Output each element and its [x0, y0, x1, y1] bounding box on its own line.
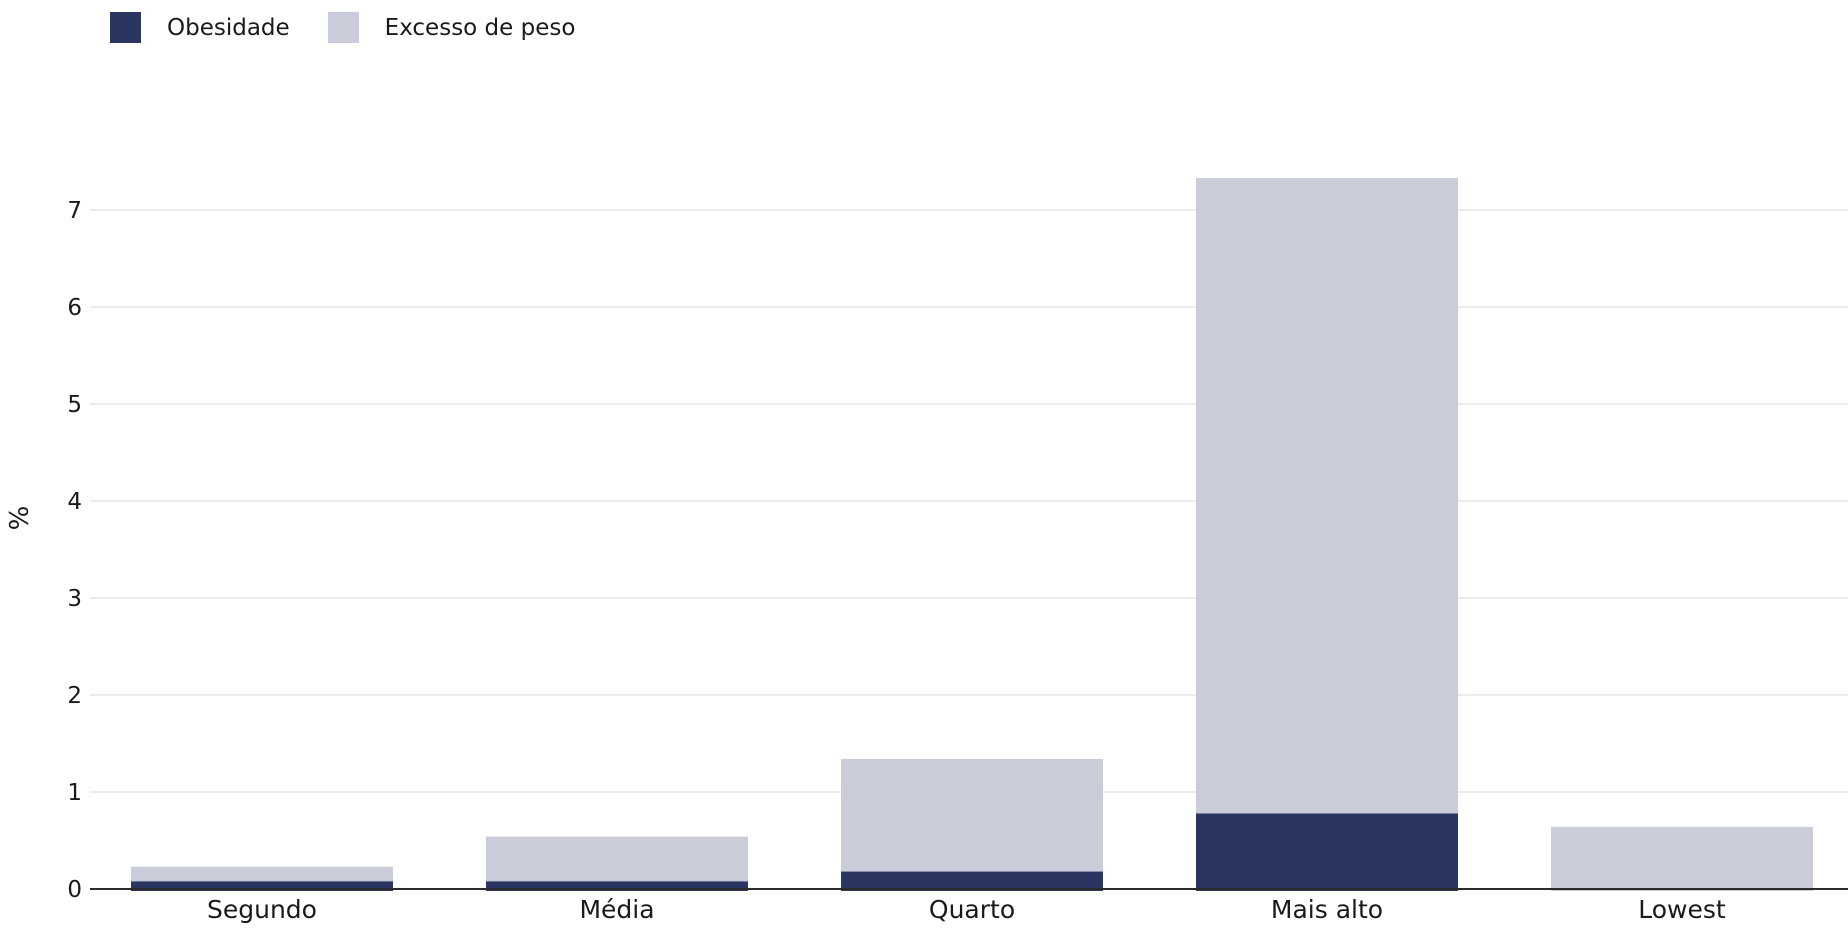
bar-obesidade-3 [1196, 813, 1458, 891]
bars [131, 178, 1813, 891]
bar-excesso-de-peso-4 [1551, 827, 1813, 891]
y-tick-label: 1 [67, 780, 82, 806]
bar-excesso-de-peso-0 [131, 867, 393, 882]
x-category-label: Média [579, 895, 654, 924]
y-tick-label: 0 [67, 877, 82, 903]
x-category-label: Quarto [929, 895, 1015, 924]
y-tick-label: 7 [67, 198, 82, 224]
y-tick-label: 4 [67, 489, 82, 515]
bar-excesso-de-peso-3 [1196, 178, 1458, 813]
y-tick-label: 3 [67, 586, 82, 612]
x-category-label: Lowest [1638, 895, 1726, 924]
bar-excesso-de-peso-2 [841, 759, 1103, 872]
y-axis-label: % [5, 506, 35, 531]
y-tick-label: 2 [67, 683, 82, 709]
x-category-label: Mais alto [1271, 895, 1383, 924]
gridlines [90, 210, 1848, 792]
y-tick-label: 5 [67, 392, 82, 418]
x-category-label: Segundo [207, 895, 317, 924]
y-tick-label: 6 [67, 295, 82, 321]
bar-excesso-de-peso-1 [486, 837, 748, 882]
